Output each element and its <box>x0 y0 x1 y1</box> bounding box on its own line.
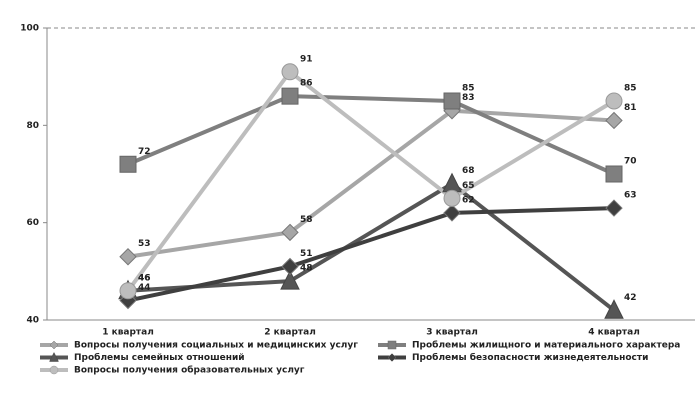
data-label: 63 <box>624 191 637 201</box>
series-line <box>126 69 616 292</box>
marker <box>387 353 397 362</box>
marker <box>605 92 623 110</box>
x-tick-label: 3 квартал <box>426 328 478 338</box>
marker <box>605 111 623 130</box>
x-tick-label: 1 квартал <box>102 328 154 338</box>
marker <box>605 165 623 183</box>
marker <box>604 299 624 319</box>
marker <box>119 248 137 266</box>
data-label: 70 <box>624 157 637 167</box>
data-label: 62 <box>462 195 475 205</box>
y-tick-label: 80 <box>26 121 39 131</box>
marker <box>49 340 59 350</box>
legend-label: Проблемы безопасности жизнедеятельности <box>412 352 648 363</box>
marker <box>119 282 137 300</box>
legend-label: Проблемы жилищного и материального харак… <box>412 340 680 351</box>
marker <box>281 223 299 242</box>
marker <box>442 172 462 193</box>
legend-label: Проблемы семейных отношений <box>74 352 245 363</box>
data-label: 42 <box>624 293 637 303</box>
marker <box>281 257 299 276</box>
marker <box>443 92 461 110</box>
marker <box>387 340 397 350</box>
data-label: 85 <box>624 84 637 94</box>
marker <box>605 199 623 217</box>
data-label: 91 <box>300 54 313 64</box>
x-tick-label: 2 квартал <box>264 328 316 338</box>
data-label: 81 <box>624 103 637 113</box>
series-line <box>127 206 615 303</box>
series-line <box>127 94 615 176</box>
legend-label: Вопросы получения социальных и медицинск… <box>74 341 358 351</box>
data-label: 65 <box>462 181 475 191</box>
y-tick-label: 60 <box>26 218 39 228</box>
marker <box>49 365 59 375</box>
data-label: 86 <box>300 79 313 89</box>
y-tick-label: 40 <box>26 316 39 326</box>
data-label: 68 <box>462 166 475 176</box>
data-label: 58 <box>300 215 313 225</box>
data-label: 44 <box>138 283 151 293</box>
legend-label: Вопросы получения образовательных услуг <box>74 365 305 376</box>
data-label: 83 <box>462 93 475 103</box>
data-label: 53 <box>138 239 151 249</box>
marker <box>281 87 299 105</box>
marker <box>49 351 59 362</box>
x-tick-label: 4 квартал <box>588 328 640 338</box>
marker <box>281 63 299 81</box>
y-tick-label: 100 <box>20 24 39 34</box>
marker <box>443 204 461 222</box>
series-line <box>127 108 615 259</box>
data-label: 72 <box>138 147 151 157</box>
marker <box>443 189 461 207</box>
series-line <box>127 181 616 312</box>
data-label: 46 <box>138 273 151 283</box>
marker <box>119 155 137 173</box>
data-label: 48 <box>300 264 313 274</box>
marker <box>119 291 137 310</box>
data-label: 85 <box>462 84 475 94</box>
data-label: 51 <box>300 249 313 259</box>
data-label: 46 <box>138 273 151 283</box>
marker <box>280 269 300 290</box>
